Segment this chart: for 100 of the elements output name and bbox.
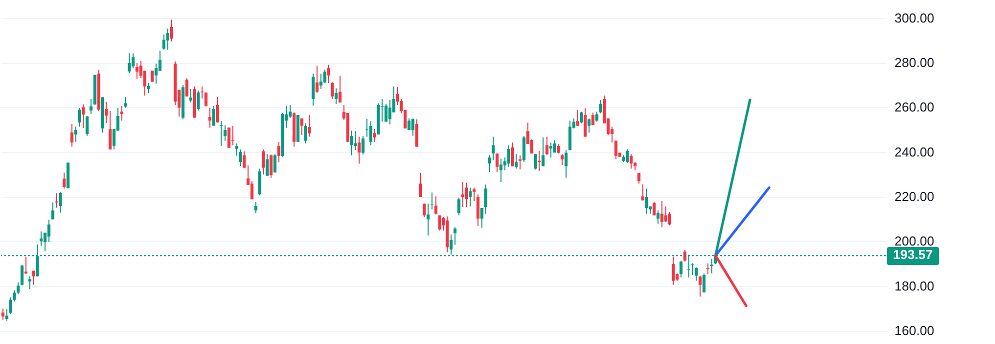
candlestick [166,28,170,50]
candlestick [235,142,238,156]
y-tick-label: 160.00 [894,323,934,338]
candlestick [584,108,587,138]
candlestick [108,110,112,150]
candlestick [496,152,499,172]
candlestick [40,230,43,246]
candlestick [5,308,8,322]
candlestick [545,136,548,156]
candlestick [196,90,200,112]
candlestick [710,258,714,274]
candlestick [438,214,442,232]
candlestick [664,206,668,223]
candlestick [652,201,656,216]
candlestick [82,104,85,128]
candlestick [136,62,139,80]
y-tick-label: 180.00 [894,278,934,294]
candlestick [388,99,392,125]
candlestick [576,109,580,126]
candlestick [358,136,361,164]
candlestick [522,136,526,162]
candlestick [599,99,602,114]
candlestick [660,200,664,228]
candlestick [90,98,93,114]
candlestick [668,211,672,226]
candlestick [288,104,292,118]
candlestick [319,73,322,90]
candlestick [308,114,311,138]
candlestick [250,180,254,200]
candlestick [595,111,598,122]
candlestick [384,103,388,122]
candlestick [262,148,265,175]
y-tick-label: 220.00 [894,189,934,204]
candlestick [270,154,273,178]
candlestick [464,182,468,208]
candlestick [1,308,4,320]
candlestick [419,172,422,198]
candlestick [507,144,510,168]
candlestick [254,201,258,214]
candlestick [227,126,230,148]
candlestick [204,92,208,108]
candlestick [350,130,354,156]
candlestick [312,73,315,106]
candlestick [338,75,342,104]
candlestick [626,148,629,164]
candlestick [62,172,66,190]
candlestick [154,63,158,84]
candlestick [74,126,78,142]
candlestick [334,88,338,104]
candlestick [484,184,488,214]
candlestick [51,202,54,220]
candlestick [472,187,476,202]
candlestick [373,128,376,142]
candlestick [266,154,269,176]
candlestick [706,262,710,275]
candlestick [702,272,706,293]
candlestick [556,144,560,154]
candlestick [457,197,460,216]
candlestick [58,192,62,214]
candlestick [645,188,648,214]
candlestick [641,184,644,201]
candlestick [698,275,702,298]
candlestick [564,150,568,178]
candlestick [70,123,74,148]
candlestick [426,203,430,236]
candlestick [147,82,150,94]
candlestick [680,260,683,278]
candlestick [304,122,308,144]
candlestick [568,120,572,151]
candlestick [656,210,660,224]
candlestick [492,136,495,161]
candlestick [510,142,514,167]
candlestick [86,115,89,136]
candlestick [273,154,276,173]
candlestick [208,107,212,128]
candlestick [415,118,418,148]
candlestick [277,142,280,163]
candlestick [9,297,12,315]
candlestick [553,140,556,154]
candlestick [630,154,633,170]
candlestick [189,88,192,104]
candlestick [369,120,372,146]
candlestick [238,148,242,166]
candlestick [580,111,583,124]
candlestick [450,234,453,256]
candlestick [158,50,162,72]
candlestick [354,130,357,151]
candlestick [453,226,456,246]
candlestick [78,107,82,128]
candlestick [534,154,537,170]
candlestick [672,256,675,286]
candlestick [128,52,131,74]
y-tick-label: 300.00 [894,10,934,26]
candlestick [542,136,545,167]
candlestick [212,105,216,126]
candlestick [316,65,319,94]
candlestick [434,196,438,215]
candlestick [591,112,594,126]
y-tick-label: 200.00 [894,234,934,249]
candlestick [694,266,698,282]
